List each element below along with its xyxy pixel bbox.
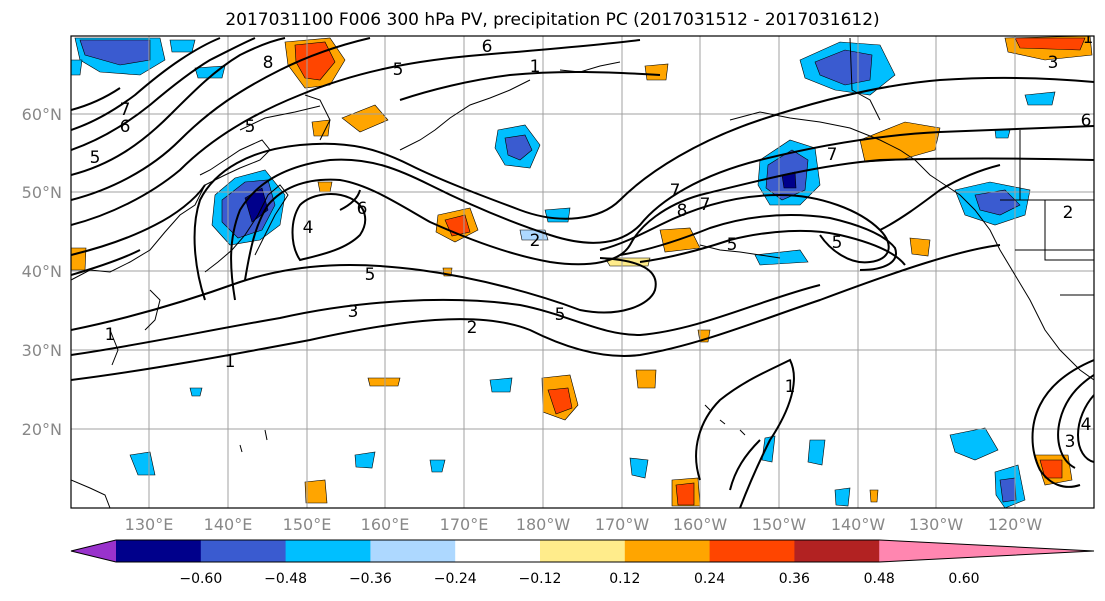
contour-label: 1 — [785, 377, 796, 397]
colorbar-segment — [455, 540, 541, 562]
map-title: 2017031100 F006 300 hPa PV, precipitatio… — [225, 10, 880, 30]
colorbar-tick-label: −0.60 — [179, 571, 223, 587]
contour-label: 5 — [393, 60, 404, 80]
lat-label-40n: 40°N — [21, 262, 62, 281]
colorbar-segment — [370, 540, 456, 562]
colorbar-segment — [285, 540, 371, 562]
lon-label: 140°W — [830, 515, 886, 534]
contour-label: 3 — [1048, 53, 1059, 73]
lat-label-20n: 20°N — [21, 420, 62, 439]
lon-label: 150°W — [751, 515, 807, 534]
contour-label: 8 — [263, 53, 274, 73]
lon-label: 160°E — [360, 515, 410, 534]
colorbar-tick-label: 0.36 — [778, 571, 810, 587]
contour-label: 6 — [120, 117, 131, 137]
lon-label: 180°W — [515, 515, 571, 534]
colorbar-extend-left — [71, 540, 116, 562]
colorbar-tick-label: 0.48 — [863, 571, 895, 587]
contour-label: 5 — [832, 233, 843, 253]
contour-label: 5 — [727, 235, 738, 255]
contour-label: 7 — [700, 195, 711, 215]
contour-label: 6 — [1081, 111, 1092, 131]
pv-contours — [71, 37, 1094, 508]
colorbar-outline — [70, 539, 1095, 563]
colorbar-segment — [200, 540, 287, 562]
colorbar — [70, 539, 1095, 563]
lon-label: 170°W — [594, 515, 650, 534]
contour-label: 5 — [245, 117, 256, 137]
colorbar-tick-label: −0.24 — [433, 571, 477, 587]
contour-label: 1 — [105, 325, 116, 345]
contour-label: 1 — [225, 352, 236, 372]
lat-label-60n: 60°N — [21, 105, 62, 124]
contour-label: 7 — [827, 145, 838, 165]
contour-label: 5 — [365, 265, 376, 285]
colorbar-tick-label: 0.12 — [609, 571, 641, 587]
colorbar-segment — [794, 540, 880, 562]
colorbar-tick-label: −0.48 — [264, 571, 308, 587]
contour-label: 2 — [530, 231, 541, 251]
contour-label: 7 — [120, 100, 131, 120]
colorbar-segment — [624, 540, 711, 562]
lon-label: 160°W — [672, 515, 728, 534]
lon-label: 130°W — [908, 515, 964, 534]
colorbar-segment — [540, 540, 626, 562]
lon-label: 120°W — [987, 515, 1043, 534]
contour-label: 4 — [303, 218, 314, 238]
lon-label: 130°E — [124, 515, 174, 534]
colorbar-tick-label: 0.60 — [948, 571, 980, 587]
lon-label: 140°E — [203, 515, 253, 534]
contour-label: 1 — [530, 57, 541, 77]
contour-label: 6 — [482, 37, 493, 57]
lat-label-30n: 30°N — [21, 341, 62, 360]
contour-label: 5 — [90, 148, 101, 168]
colorbar-tick-label: 0.24 — [694, 571, 726, 587]
contour-label: 2 — [467, 318, 478, 338]
lon-label: 170°E — [439, 515, 489, 534]
colorbar-tick-label: −0.12 — [518, 571, 562, 587]
lat-label-50n: 50°N — [21, 183, 62, 202]
contour-label: 8 — [677, 201, 688, 221]
contour-label: 6 — [357, 199, 368, 219]
contour-label: 1 — [1083, 28, 1094, 48]
colorbar-extend-right — [879, 540, 1094, 562]
contour-labels: 8 6 5 7 6 5 5 6 4 5 3 2 1 1 1 3 4 1 2 5 … — [90, 28, 1094, 452]
contour-label: 2 — [1063, 203, 1074, 223]
lon-label: 150°E — [282, 515, 332, 534]
contour-label: 4 — [1081, 415, 1092, 435]
contour-label: 3 — [348, 302, 359, 322]
colorbar-tick-label: −0.36 — [348, 571, 392, 587]
colorbar-segment — [116, 540, 202, 562]
contour-label: 5 — [555, 305, 566, 325]
contour-label: 7 — [670, 181, 681, 201]
colorbar-segment — [709, 540, 795, 562]
contour-label: 3 — [1065, 432, 1076, 452]
